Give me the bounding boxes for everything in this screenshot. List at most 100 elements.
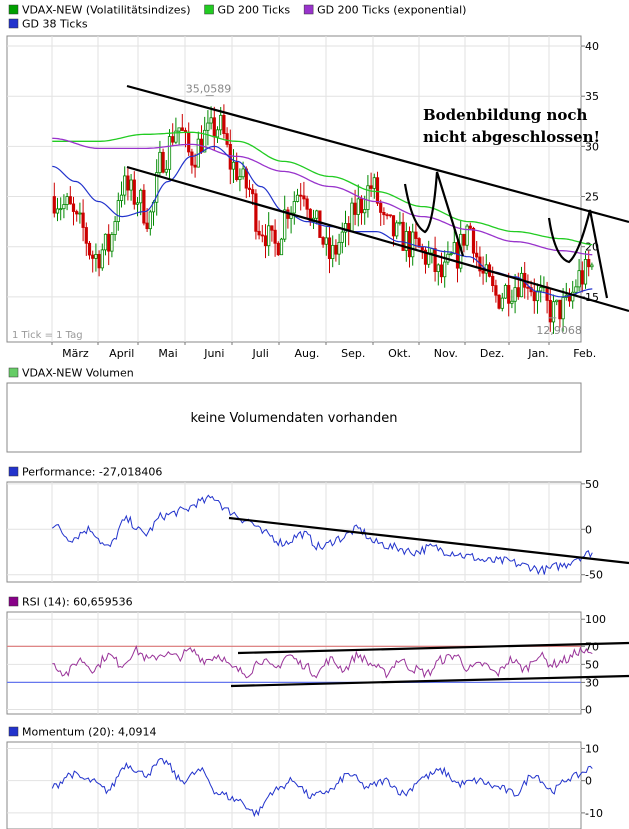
candle-body-47 [203,129,207,153]
candle-body-126 [455,242,460,269]
trend-channel [126,84,629,313]
candle-body-105 [388,214,392,217]
candle-body-110 [404,231,408,251]
candle-body-102 [379,202,383,213]
momentum-line-group [51,757,593,818]
month-label-6: Sep. [341,347,365,360]
ind2-legend-label-0: Performance: -27,018406 [22,466,162,479]
price-legend-label-0: VDAX-NEW (Volatilitätsindizes) [22,4,191,17]
price-legend-swatch-1 [204,4,214,15]
candle-body-115 [420,246,424,251]
candle-body-52 [219,114,223,131]
candle-body-29 [145,222,149,230]
month-label-8: Nov. [434,347,458,360]
volume-legend: VDAX-NEW Volumen [8,367,134,380]
month-label-7: Okt. [388,347,411,360]
price-legend-swatch-2 [303,4,314,15]
candle-body-139 [497,294,501,309]
candle-body-8 [78,212,82,215]
rsi-legend: RSI (14): 60,659536 [8,596,133,609]
candle-body-166 [583,259,588,285]
ind3-ytick-label-0: 0 [585,703,592,716]
candle-body-42 [187,132,191,153]
candle-body-75 [292,201,296,214]
p4-series-line [51,757,593,818]
candle-body-1 [55,208,60,214]
momentum-legend: Momentum (20): 4,0914 [8,726,156,739]
rsi-trendline-upper [237,641,629,655]
price-legend-swatch-0 [8,4,19,15]
candle-body-67 [267,225,271,247]
ind4-ytick-label-1: 0 [585,775,592,788]
candle-body-121 [439,264,444,278]
candle-body-32 [155,172,159,203]
candle-body-43 [190,151,194,166]
line-2-frame-rect [6,481,582,583]
candle-body-101 [375,177,380,204]
candle-body-66 [263,235,268,247]
candle-body-114 [417,238,421,248]
candle-body-109 [401,221,405,251]
candle-body-119 [433,248,437,273]
candle-body-39 [177,127,181,132]
volume-frame-rect [6,382,582,453]
momentum-panel [6,741,582,829]
channel-lower-line [126,165,629,313]
ind4-ytick-label-2: 10 [585,742,599,755]
line-3-frame-rect [6,611,582,715]
candle-body-54 [225,133,229,145]
high-label: 35,0589 [186,83,232,96]
candle-body-128 [462,233,466,246]
volume-legend-swatch-0 [8,367,19,378]
w-shape-first [403,171,465,257]
candle-body-7 [75,211,79,215]
ind4-legend-label-0: Momentum (20): 4,0914 [22,726,156,739]
candle-body-96 [359,198,364,214]
candle-body-57 [235,161,239,181]
candle-body-142 [507,284,511,304]
price-ytick-label-4: 35 [585,90,599,103]
ind2-legend-swatch-0 [8,466,19,477]
candle-body-25 [132,179,136,205]
candle-body-107 [395,222,399,237]
candle-body-40 [180,127,184,131]
ind3-ytick-label-2: 50 [585,658,599,671]
candle-body-113 [414,231,418,239]
candle-body-58 [238,176,242,181]
rsi-line-group [52,641,629,688]
price-frame-rect [6,35,582,343]
month-label-0: März [62,347,89,360]
candle-body-50 [212,117,216,138]
candle-body-99 [369,185,373,189]
candle-body-145 [516,287,520,298]
annotation-line-1: Bodenbildung noch [423,106,588,124]
candle-body-87 [331,244,335,260]
month-label-4: Juli [251,347,268,360]
candle-body-17 [107,233,111,252]
candle-body-12 [91,254,95,259]
candle-body-21 [119,194,124,201]
rsi-panel [6,611,582,715]
candle-body-61 [247,187,252,190]
candle-body-24 [129,179,133,191]
month-label-2: Mai [158,347,177,360]
candle-body-124 [449,253,453,255]
candle-body-49 [209,117,213,124]
candle-body-100 [372,177,376,189]
candle-body-167 [587,259,591,268]
month-axis: März April Mai Juni Juli Aug. Sep. Okt. Nov. Dez.… [51,342,596,360]
volume-message: keine Volumendaten vorhanden [190,411,397,426]
ind3-ytick-label-4: 100 [585,613,606,626]
month-label-3: Juni [203,347,224,360]
price-legend-label-2: GD 200 Ticks (exponential) [317,4,466,17]
candle-body-65 [260,234,264,237]
candle-body-165 [580,270,584,285]
candle-body-16 [103,233,108,251]
candle-body-48 [206,122,210,131]
candle-body-18 [110,234,114,252]
candle-body-30 [148,211,152,230]
candle-body-26 [135,202,140,205]
momentum-y-axis: -10 0 10 [581,742,603,820]
candle-body-125 [452,242,456,254]
